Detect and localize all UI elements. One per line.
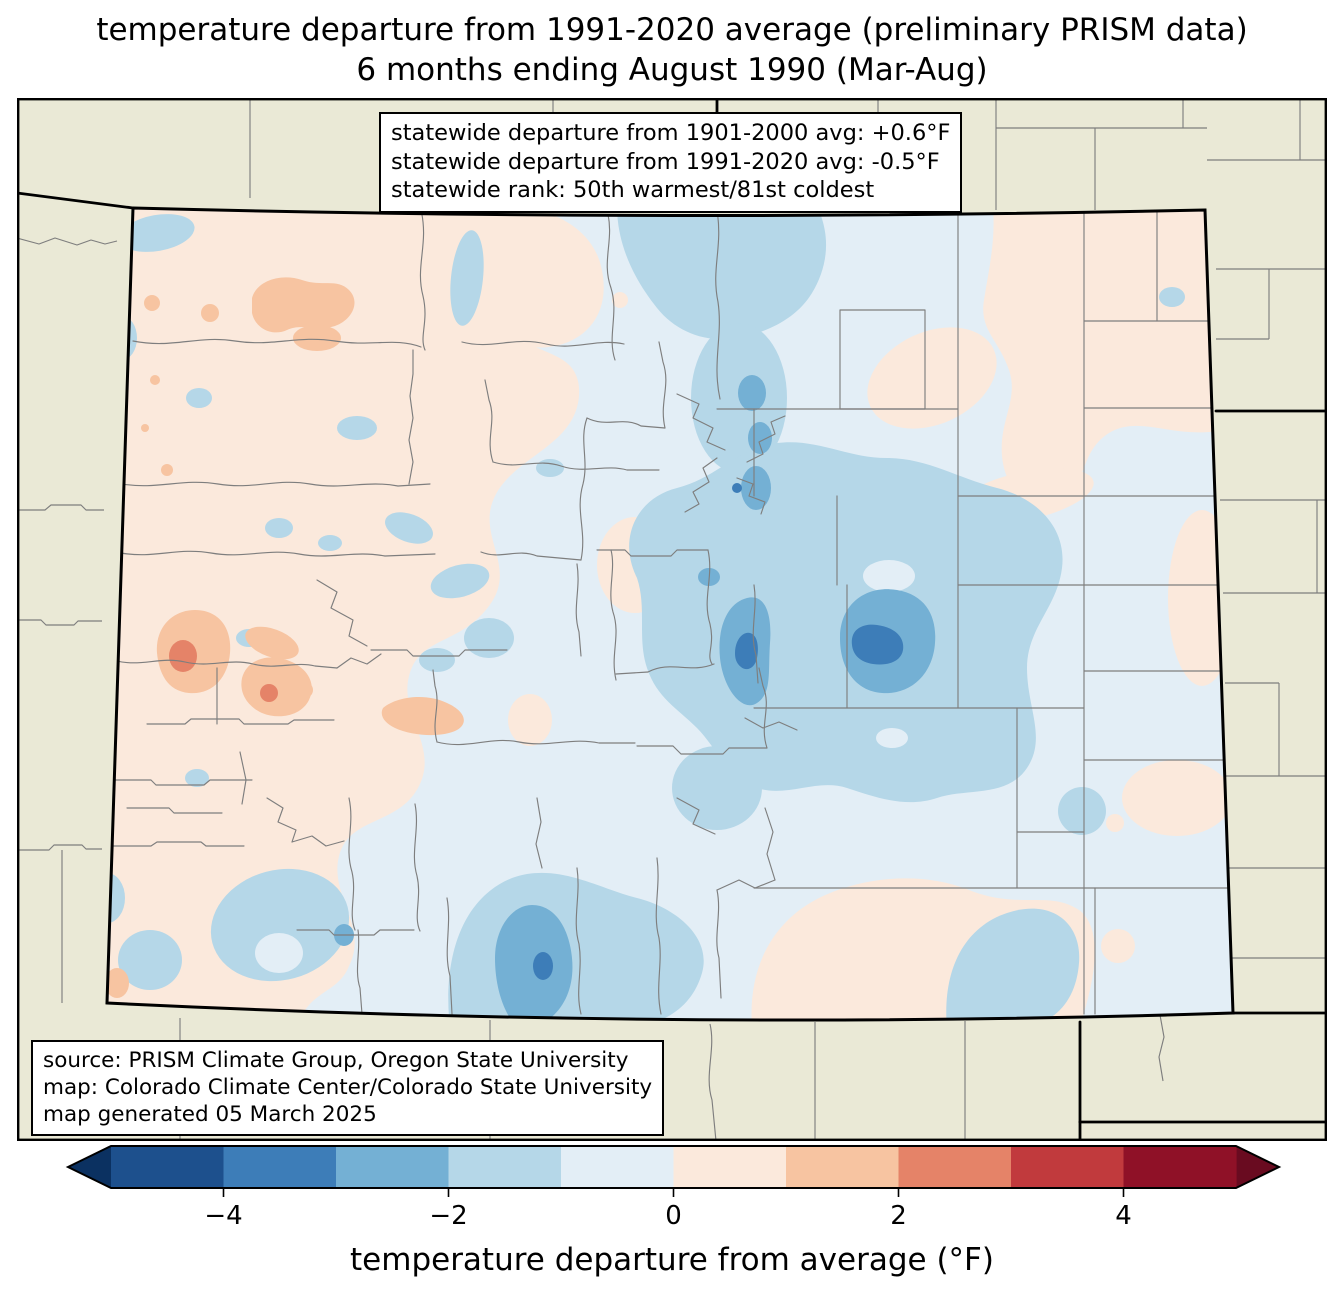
- colorbar-segment: [336, 1146, 450, 1188]
- title-line-1: temperature departure from 1991-2020 ave…: [96, 12, 1248, 48]
- stats-line-3: statewide rank: 50th warmest/81st coldes…: [391, 177, 875, 203]
- source-line-1: source: PRISM Climate Group, Oregon Stat…: [43, 1048, 629, 1073]
- colorbar-under-arrow: [68, 1146, 111, 1188]
- state-border: [105, 206, 1235, 1022]
- base-anomaly-patches: [255, 389, 915, 973]
- statewide-stats-box: statewide departure from 1901-2000 avg: …: [379, 112, 963, 213]
- colorbar-axis-label: temperature departure from average (°F): [350, 1242, 994, 1278]
- colorbar-segment: [448, 1146, 562, 1188]
- colorbar-segment: [111, 1146, 225, 1188]
- title-line-2: 6 months ending August 1990 (Mar-Aug): [356, 52, 988, 88]
- colorbar-tick-label: −4: [204, 1201, 242, 1231]
- colorbar-tick-label: 4: [1115, 1201, 1132, 1231]
- colorbar-segment: [1123, 1146, 1237, 1188]
- map-frame: [17, 98, 1327, 1141]
- colorbar-tick-label: 0: [665, 1201, 682, 1231]
- source-line-2: map: Colorado Climate Center/Colorado St…: [43, 1075, 653, 1100]
- anomaly-field: [107, 208, 1233, 1021]
- warm-anomaly-2-3: [169, 640, 278, 702]
- colorbar-over-arrow: [1236, 1146, 1279, 1188]
- colorado-anomaly-map: [17, 98, 1327, 1141]
- colorbar-segment: [786, 1146, 900, 1188]
- colorbar-tick-label: 2: [890, 1201, 907, 1231]
- source-attribution-box: source: PRISM Climate Group, Oregon Stat…: [31, 1040, 665, 1136]
- colorbar-segment: [1011, 1146, 1125, 1188]
- source-line-3: map generated 05 March 2025: [43, 1102, 377, 1127]
- colorbar-segment: [898, 1146, 1012, 1188]
- county-lines: [112, 209, 1229, 1015]
- colorbar-outline: [65, 1145, 1282, 1189]
- colorbar: −4 −2 0 2 4 temperature departure from averag…: [65, 1145, 1282, 1278]
- colorbar-segment: [673, 1146, 787, 1188]
- figure-title: temperature departure from 1991-2020 ave…: [0, 10, 1344, 90]
- warm-anomaly-0-1: [107, 208, 1233, 1021]
- stats-line-1: statewide departure from 1901-2000 avg: …: [391, 120, 951, 146]
- cool-anomaly-3-4: [533, 483, 904, 980]
- colorbar-segment: [561, 1146, 675, 1188]
- neighbor-state-borders: [17, 98, 1327, 1141]
- colorbar-tick-label: −2: [429, 1201, 467, 1231]
- stats-line-2: statewide departure from 1991-2020 avg: …: [391, 148, 940, 175]
- colorbar-segment: [223, 1146, 337, 1188]
